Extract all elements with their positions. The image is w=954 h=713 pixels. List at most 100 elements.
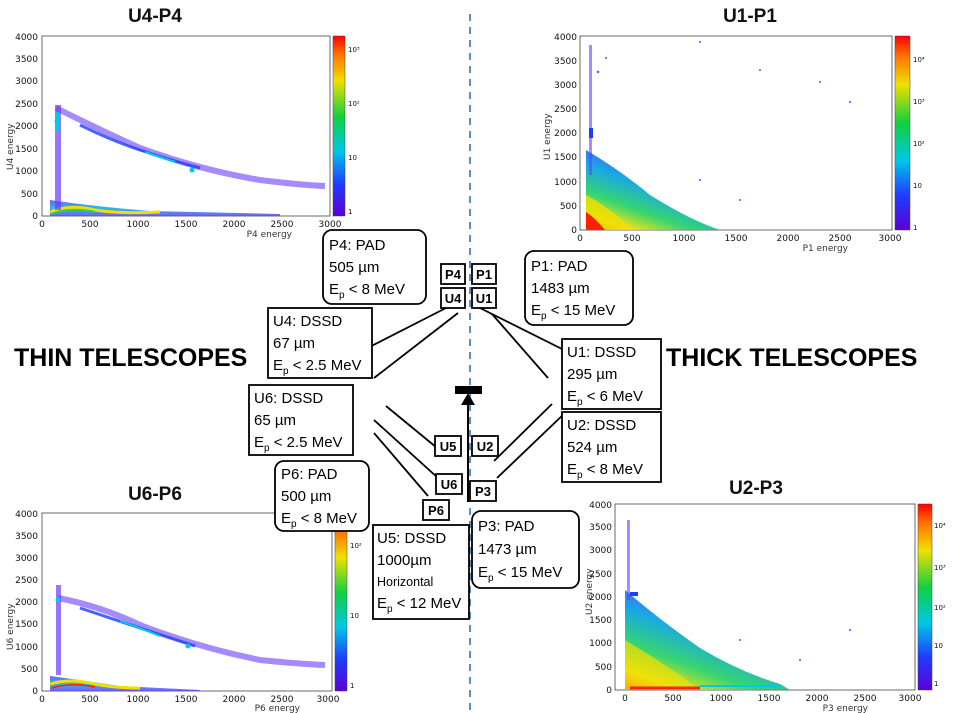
y-tick: 3000 [15, 77, 38, 87]
detector-label: P6 [428, 503, 444, 518]
svg-text:Ep < 15 MeV: Ep < 15 MeV [531, 302, 615, 322]
x-tick: 2000 [806, 694, 829, 704]
y-tick: 3500 [15, 55, 38, 65]
cbar-tick: 10³ [913, 98, 925, 106]
x-tick: 3000 [317, 695, 340, 705]
target [455, 386, 482, 394]
box-sub: p [488, 573, 494, 584]
colorbar [917, 503, 933, 691]
y-tick: 2000 [15, 598, 38, 608]
x-tick: 2500 [271, 695, 294, 705]
box-line: 65 µm [254, 412, 296, 429]
box-sub: p [339, 290, 345, 301]
y-tick: 0 [606, 686, 612, 696]
svg-text:Ep < 8 MeV: Ep < 8 MeV [329, 281, 405, 301]
svg-text:Ep < 8 MeV: Ep < 8 MeV [281, 510, 357, 530]
box-sub: p [264, 443, 270, 454]
x-tick: 2500 [271, 220, 294, 230]
x-ticks: 0 500 1000 1500 2000 2500 3000 [577, 234, 902, 244]
x-tick: 0 [577, 234, 583, 244]
detector-label: U6 [441, 477, 458, 492]
y-tick: 2500 [15, 576, 38, 586]
x-tick: 1000 [127, 220, 150, 230]
plot-title: U4-P4 [128, 6, 182, 27]
box-line: 1000µm [377, 552, 432, 569]
cbar-tick: 10 [913, 182, 922, 190]
y-tick: 500 [595, 663, 612, 673]
y-tick: 1500 [589, 616, 612, 626]
svg-text:Ep < 15 MeV: Ep < 15 MeV [478, 564, 562, 584]
box-line: E [478, 564, 488, 581]
box-line: 295 µm [567, 366, 617, 383]
scatter-region [49, 105, 326, 216]
scatter-region [49, 585, 326, 691]
box-line: 524 µm [567, 439, 617, 456]
box-line: E [377, 595, 387, 612]
cbar-tick: 1 [350, 682, 354, 690]
y-tick: 2500 [589, 570, 612, 580]
cbar-tick: 10² [934, 604, 946, 612]
cbar-tick: 10² [913, 140, 925, 148]
y-tick: 500 [560, 202, 577, 212]
box-line: 500 µm [281, 488, 331, 505]
plot-title: U6-P6 [128, 484, 182, 505]
svg-text:Ep < 2.5 MeV: Ep < 2.5 MeV [254, 434, 343, 454]
box-line: < 12 MeV [393, 595, 462, 612]
cbar-tick: 1 [934, 680, 938, 688]
detector-label: U1 [476, 291, 493, 306]
y-tick: 3000 [589, 546, 612, 556]
detector-u4: U4 [440, 287, 466, 309]
cbar-tick: 10 [934, 642, 943, 650]
cbar-tick: 10 [348, 154, 357, 162]
y-tick: 3500 [554, 57, 577, 67]
box-line: E [273, 357, 283, 374]
info-box-p1: P1: PAD 1483 µm Ep < 15 MeV [524, 250, 634, 326]
y-axis-label: U6 energy [6, 603, 16, 650]
colorbar [332, 35, 346, 217]
box-line: U6: DSSD [254, 390, 323, 407]
plot-u1p1: U1-P1 0 500 1000 1500 2000 2500 3000 350… [543, 6, 925, 254]
info-box-u6: U6: DSSD 65 µm Ep < 2.5 MeV [248, 384, 354, 456]
plot-u4p4: U4-P4 0 500 1000 1500 2000 2500 3000 [6, 6, 360, 240]
box-line: 67 µm [273, 335, 315, 352]
x-tick: 0 [39, 695, 45, 705]
box-line: E [531, 302, 541, 319]
box-line: U4: DSSD [273, 313, 342, 330]
y-tick: 2000 [15, 122, 38, 132]
y-axis-label: U1 energy [543, 113, 553, 160]
y-tick: 1500 [15, 620, 38, 630]
cbar-tick: 10³ [934, 564, 946, 572]
box-line: U5: DSSD [377, 530, 446, 547]
box-line: P4: PAD [329, 237, 386, 254]
info-box-p6: P6: PAD 500 µm Ep < 8 MeV [274, 460, 370, 532]
info-box-u1: U1: DSSD 295 µm Ep < 6 MeV [561, 338, 662, 410]
x-tick: 0 [622, 694, 628, 704]
box-line: 1483 µm [531, 280, 590, 297]
detector-p3: P3 [469, 480, 497, 502]
x-axis-label: P4 energy [247, 230, 293, 240]
detector-label: U5 [440, 439, 457, 454]
y-tick: 3500 [15, 532, 38, 542]
box-line: < 8 MeV [297, 510, 357, 527]
box-sub: p [387, 604, 393, 615]
y-tick: 1000 [15, 643, 38, 653]
x-tick: 1500 [175, 695, 198, 705]
beam-arrow-head [461, 393, 475, 405]
box-line: < 2.5 MeV [289, 357, 362, 374]
y-tick: 3000 [554, 81, 577, 91]
cbar-tick: 10² [348, 100, 360, 108]
detector-u6: U6 [435, 473, 463, 495]
y-axis-label: U4 energy [6, 123, 16, 170]
box-line: P1: PAD [531, 258, 588, 275]
x-tick: 2000 [223, 220, 246, 230]
plot-u6p6: U6-P6 0 500 1000 1500 2000 2500 3000 350… [6, 484, 362, 713]
x-ticks: 0 500 1000 1500 2000 2500 3000 [622, 694, 922, 704]
svg-text:Ep < 8 MeV: Ep < 8 MeV [567, 461, 643, 481]
box-line: P6: PAD [281, 466, 338, 483]
y-tick: 500 [21, 190, 38, 200]
box-line: < 2.5 MeV [270, 434, 343, 451]
box-sub: p [291, 519, 297, 530]
detector-label: P1 [476, 267, 492, 282]
svg-text:Ep < 6 MeV: Ep < 6 MeV [567, 388, 643, 408]
info-box-u4: U4: DSSD 67 µm Ep < 2.5 MeV [267, 307, 373, 379]
